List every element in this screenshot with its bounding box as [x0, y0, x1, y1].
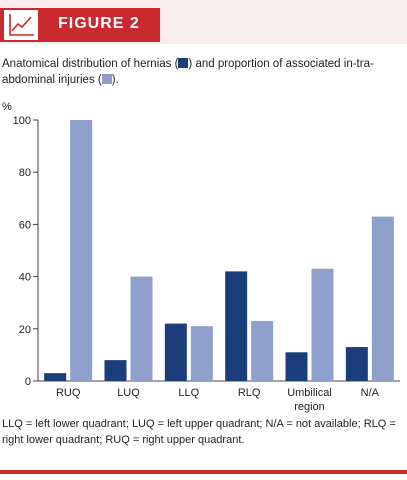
bar-hernias	[345, 347, 368, 381]
bar-hernias	[225, 271, 248, 381]
bar-hernias	[44, 373, 67, 381]
bar-hernias	[285, 352, 308, 381]
x-tick-label: Umbilical region	[287, 387, 332, 413]
x-tick-label: LUQ	[117, 387, 140, 399]
x-tick-label: RUQ	[56, 387, 81, 399]
bar-chart: % 0 20 40 60 80 100 RUQ LUQ LLQ RLQ Umbilical region…	[2, 101, 400, 413]
caption-part-1: Anatomical distribution of hernias (	[2, 58, 179, 70]
y-tick-label: 20	[19, 324, 31, 336]
y-tick-label: 40	[19, 272, 31, 284]
y-tick-label: 0	[25, 376, 31, 388]
legend-swatch-hernias	[178, 58, 189, 68]
bar-hernias	[164, 323, 187, 381]
caption-part-3: ).	[111, 74, 119, 86]
bar-injuries	[311, 268, 334, 381]
y-tick-label: 60	[19, 219, 31, 231]
y-axis-label: %	[2, 101, 12, 113]
bar-injuries	[190, 326, 213, 381]
bottom-rule	[0, 470, 407, 474]
bar-injuries	[251, 320, 274, 381]
x-tick-label: N/A	[361, 387, 380, 399]
figure-label: FIGURE 2	[58, 15, 140, 32]
figure-caption: Anatomical distribution of hernias () an…	[2, 56, 402, 88]
legend-swatch-injuries	[101, 74, 112, 84]
y-tick-label: 80	[19, 167, 31, 179]
bar-injuries	[371, 216, 394, 381]
bar-hernias	[104, 360, 127, 381]
figure-footnote: LLQ = left lower quadrant; LUQ = left up…	[2, 418, 396, 446]
x-tick-label: LLQ	[178, 387, 199, 399]
x-tick-label: RLQ	[238, 387, 261, 399]
caption-part-2: ) and proportion of associated in-tra-ab…	[2, 58, 374, 86]
y-tick-label: 100	[13, 115, 31, 127]
figure-header: FIGURE 2	[0, 0, 407, 44]
bar-injuries	[130, 276, 153, 381]
line-chart-icon	[4, 10, 38, 40]
bar-injuries	[70, 120, 93, 381]
